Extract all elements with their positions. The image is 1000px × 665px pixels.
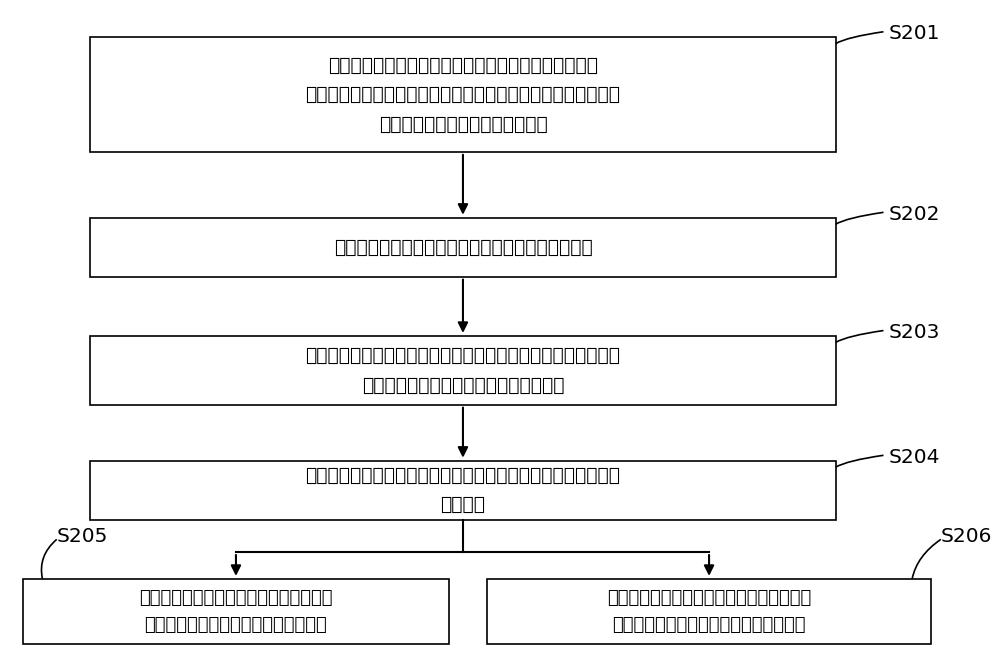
- FancyBboxPatch shape: [90, 37, 836, 152]
- FancyBboxPatch shape: [23, 579, 449, 644]
- FancyBboxPatch shape: [90, 217, 836, 277]
- FancyBboxPatch shape: [90, 336, 836, 405]
- Text: S204: S204: [888, 448, 940, 467]
- Text: 若像素点的植被生长指数不大于预设阈值，
则判断像素点对应的植被处于不健康状况: 若像素点的植被生长指数不大于预设阈值， 则判断像素点对应的植被处于不健康状况: [607, 589, 811, 634]
- FancyBboxPatch shape: [90, 461, 836, 519]
- FancyBboxPatch shape: [487, 579, 931, 644]
- Text: S202: S202: [888, 205, 940, 224]
- Text: 接收多光谱图像获取装置采集待监测区域的第一图像和
第二图像，其中，第一图像是以第一波长区间采集的图像，第二
图像是以第二波长区间采集的图像: 接收多光谱图像获取装置采集待监测区域的第一图像和 第二图像，其中，第一图像是以第…: [305, 55, 620, 134]
- Text: S206: S206: [941, 527, 992, 545]
- Text: 根据第一灰度值和第二灰度值计算坐标相同的像素点对应的植被
生长指数: 根据第一灰度值和第二灰度值计算坐标相同的像素点对应的植被 生长指数: [305, 466, 620, 514]
- Text: S205: S205: [57, 527, 108, 545]
- Text: S203: S203: [888, 323, 940, 342]
- Text: 若像素点的植被生长指数大于预设阈值，
则判断像素点对应的植被处于健康状况: 若像素点的植被生长指数大于预设阈值， 则判断像素点对应的植被处于健康状况: [139, 589, 333, 634]
- Text: S201: S201: [888, 24, 940, 43]
- Text: 分别从第一图像和第二图像中获取坐标相同的像素点: 分别从第一图像和第二图像中获取坐标相同的像素点: [334, 237, 592, 257]
- Text: 获取坐标相同的像素点在第一图像中的第一灰度值，并获取坐标
相同的像素点在第二图像中的第二灰度值: 获取坐标相同的像素点在第一图像中的第一灰度值，并获取坐标 相同的像素点在第二图像…: [305, 346, 620, 394]
